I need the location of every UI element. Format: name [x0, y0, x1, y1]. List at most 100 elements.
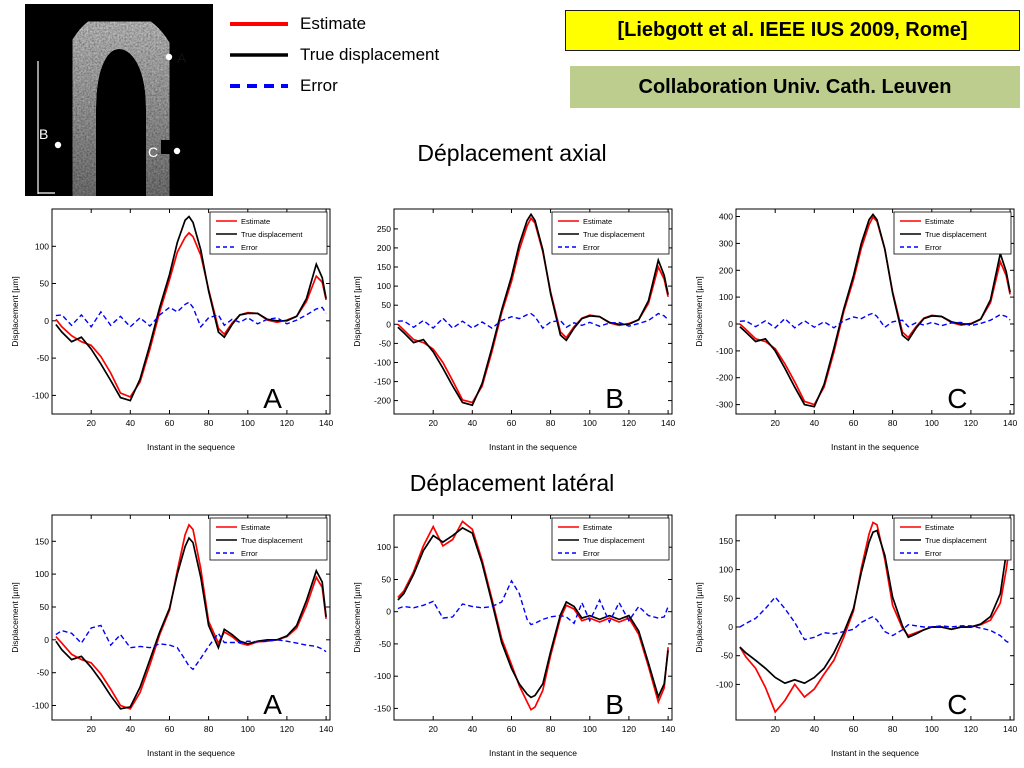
series-error	[55, 301, 327, 329]
y-tick-label: -100	[374, 671, 391, 681]
chart-legend-label: Error	[241, 243, 258, 252]
x-tick-label: 120	[622, 418, 636, 428]
y-tick-label: -100	[374, 358, 391, 368]
y-tick-label: -100	[716, 679, 733, 689]
x-tick-label: 100	[925, 418, 939, 428]
y-axis-label: Displacement [µm]	[10, 582, 20, 653]
x-tick-label: 80	[546, 418, 556, 428]
x-axis-label: Instant in the sequence	[831, 748, 919, 758]
y-axis-label: Displacement [µm]	[352, 276, 362, 347]
series-group	[55, 215, 327, 402]
estimate-line-sample	[230, 21, 288, 26]
legend-label-estimate: Estimate	[300, 13, 367, 33]
x-tick-label: 120	[964, 418, 978, 428]
y-axis-label: Displacement [µm]	[352, 582, 362, 653]
x-tick-label: 60	[849, 724, 859, 734]
series-true-displacement	[397, 526, 669, 700]
y-tick-label: -50	[37, 353, 50, 363]
series-true-displacement	[739, 524, 1011, 685]
y-tick-label: 400	[719, 212, 733, 222]
chart-legend-label: True displacement	[241, 536, 303, 545]
y-axis-label: Displacement [µm]	[10, 276, 20, 347]
y-tick-label: -300	[716, 400, 733, 410]
y-tick-label: -150	[374, 377, 391, 387]
chart-lateral-c: 20 40 60 80 100 120 140 -100 -50 0 50 100 150 Estimat…	[692, 508, 1023, 761]
series-error	[739, 312, 1011, 329]
y-tick-label: 0	[386, 319, 391, 329]
x-tick-label: 140	[319, 724, 333, 734]
x-axis-label: Instant in the sequence	[147, 442, 235, 452]
x-tick-label: 120	[280, 724, 294, 734]
point-letter: B	[605, 383, 624, 414]
series-group	[397, 212, 669, 407]
chart-legend-box	[893, 517, 1012, 561]
x-tick-label: 100	[925, 724, 939, 734]
point-c-marker	[173, 147, 181, 155]
x-tick-label: 60	[165, 724, 175, 734]
chart-legend-label: Estimate	[241, 217, 270, 226]
chart-legend-box	[551, 517, 670, 561]
chart-legend-label: Error	[241, 549, 258, 558]
y-tick-label: -50	[379, 338, 392, 348]
chart-legend-label: True displacement	[925, 536, 987, 545]
chart-lateral-b: 20 40 60 80 100 120 140 -150 -100 -50 0 50 100 Estima…	[350, 508, 681, 761]
x-tick-label: 80	[204, 418, 214, 428]
x-tick-label: 120	[622, 724, 636, 734]
x-tick-label: 100	[241, 724, 255, 734]
x-tick-label: 140	[319, 418, 333, 428]
series-error	[397, 579, 669, 626]
y-tick-label: 0	[44, 635, 49, 645]
x-tick-label: 40	[468, 724, 478, 734]
point-letter: A	[263, 689, 282, 720]
y-tick-label: 0	[386, 607, 391, 617]
chart-legend-label: True displacement	[925, 230, 987, 239]
chart-svg: 20 40 60 80 100 120 140 -300 -200 -100 0 100 200 300 4…	[694, 208, 1017, 452]
x-tick-label: 140	[661, 418, 675, 428]
chart-axial-c: 20 40 60 80 100 120 140 -300 -200 -100 0 100 200 300 4…	[692, 202, 1023, 455]
chart-svg: 20 40 60 80 100 120 140 -150 -100 -50 0 50 100 Estima…	[352, 514, 675, 758]
y-tick-label: 50	[724, 593, 734, 603]
chart-svg: 20 40 60 80 100 120 140 -100 -50 0 50 100 150 Estimat…	[10, 514, 333, 758]
chart-svg: 20 40 60 80 100 120 140 -100 -50 0 50 100 150 Estimat…	[694, 514, 1017, 758]
point-b-marker	[54, 141, 62, 149]
y-axis-label: Displacement [µm]	[694, 276, 704, 347]
x-tick-label: 60	[165, 418, 175, 428]
legend-label-error: Error	[300, 75, 338, 95]
x-tick-label: 20	[428, 418, 438, 428]
chart-legend-box	[551, 211, 670, 255]
x-tick-label: 20	[86, 418, 96, 428]
series-true-displacement	[55, 215, 327, 402]
point-c-label: C	[148, 144, 158, 160]
chart-legend-label: Error	[925, 243, 942, 252]
point-letter: C	[947, 689, 967, 720]
true-displacement-line-sample	[230, 52, 288, 57]
y-tick-label: -200	[716, 373, 733, 383]
x-tick-label: 40	[126, 418, 136, 428]
chart-legend-label: Estimate	[583, 523, 612, 532]
x-tick-label: 100	[241, 418, 255, 428]
chart-legend-label: Estimate	[925, 217, 954, 226]
y-tick-label: -150	[374, 703, 391, 713]
point-b-label: B	[39, 126, 48, 142]
series-error	[739, 596, 1011, 644]
x-tick-label: 80	[204, 724, 214, 734]
legend-label-true: True displacement	[300, 44, 440, 64]
x-tick-label: 120	[964, 724, 978, 734]
y-tick-label: -50	[721, 651, 734, 661]
x-tick-label: 60	[507, 418, 517, 428]
point-letter: C	[947, 383, 967, 414]
point-letter: B	[605, 689, 624, 720]
point-a-label: A	[177, 50, 187, 66]
x-tick-label: 20	[770, 418, 780, 428]
x-tick-label: 40	[810, 724, 820, 734]
x-tick-label: 40	[810, 418, 820, 428]
point-a-marker	[165, 53, 173, 61]
tick-marks	[736, 209, 1014, 414]
y-tick-label: 300	[719, 238, 733, 248]
chart-axial-b: 20 40 60 80 100 120 140 -200 -150 -100 -50 0 50 100 15…	[350, 202, 681, 455]
legend-row-error: Error	[230, 70, 439, 101]
x-axis-label: Instant in the sequence	[147, 748, 235, 758]
chart-legend-box	[209, 517, 328, 561]
x-tick-label: 20	[428, 724, 438, 734]
x-tick-label: 40	[126, 724, 136, 734]
